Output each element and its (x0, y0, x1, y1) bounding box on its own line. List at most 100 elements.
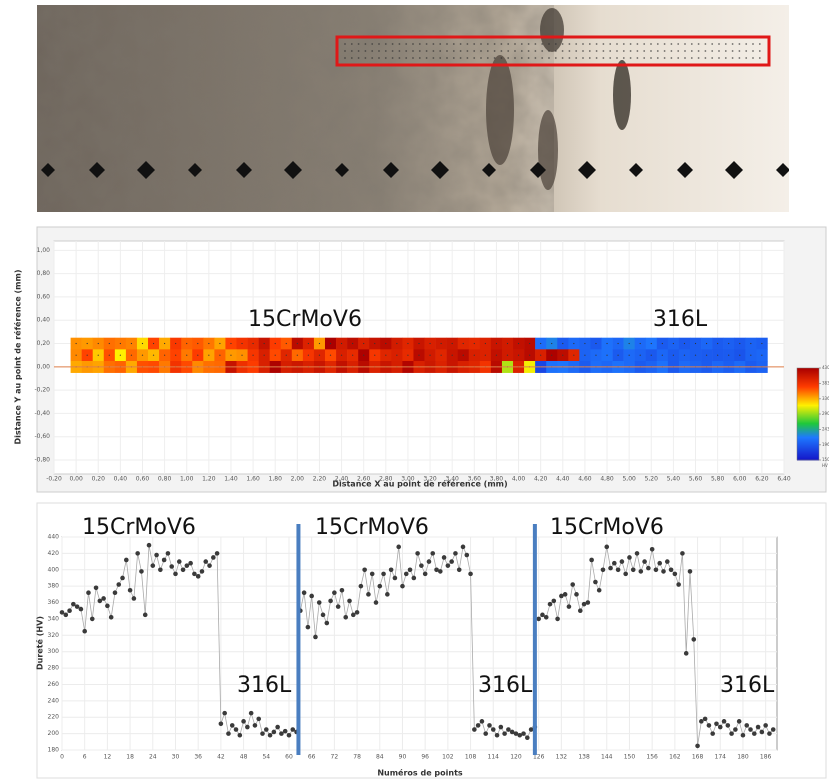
colorbar-segment (797, 390, 819, 393)
micro-indent (677, 50, 680, 52)
measure-point (761, 342, 763, 345)
line-plot-area (61, 536, 778, 751)
data-point (245, 724, 250, 730)
micro-indent (364, 57, 367, 59)
data-point (305, 624, 311, 630)
measure-point (318, 342, 321, 345)
measure-point (451, 342, 453, 345)
data-point (702, 716, 708, 722)
measure-point (418, 354, 420, 356)
data-point (328, 598, 333, 604)
micro-indent (514, 43, 516, 45)
data-point (490, 727, 496, 732)
micro-indent (486, 57, 489, 59)
micro-indent (636, 43, 639, 45)
micro-indent (561, 50, 564, 52)
colorbar-segment (797, 404, 819, 407)
micro-indent (745, 43, 748, 45)
measure-point (562, 354, 564, 356)
indent (383, 162, 399, 178)
micro-indent (588, 43, 591, 45)
micro-indent (384, 57, 387, 59)
micro-indent (582, 57, 584, 59)
data-point (733, 727, 738, 732)
measure-point (595, 354, 597, 356)
measure-point (396, 342, 398, 345)
micro-indent (568, 43, 571, 45)
data-point (199, 569, 205, 574)
measure-point (551, 342, 553, 345)
data-point (664, 559, 670, 564)
data-point (600, 567, 606, 573)
x-tick-label: 6,40 (777, 476, 791, 483)
x-tick-label: 4,80 (600, 476, 614, 483)
measure-point (717, 354, 719, 356)
measure-point (340, 342, 343, 345)
data-point (517, 732, 523, 738)
micro-indent (704, 50, 707, 52)
data-point (192, 571, 197, 577)
data-point (759, 729, 765, 735)
measure-point (429, 342, 431, 345)
measure-point (551, 354, 553, 356)
measure-point (440, 342, 442, 345)
data-point (290, 727, 296, 732)
micro-indent (391, 50, 394, 52)
colorbar-segment (797, 412, 819, 415)
data-point (260, 731, 265, 736)
data-point (108, 614, 114, 620)
micro-indent (405, 57, 408, 59)
micro-indent (439, 50, 442, 52)
micro-indent (473, 50, 476, 52)
data-point (381, 571, 386, 577)
measure-point (252, 354, 254, 356)
x-tick-label: 12 (104, 754, 112, 761)
data-point (218, 721, 224, 727)
micro-indent (446, 57, 448, 59)
data-point (116, 582, 122, 587)
data-point (770, 727, 776, 732)
data-point (638, 569, 644, 574)
measure-point (108, 354, 110, 356)
x-tick-label: 4,60 (578, 476, 592, 483)
micro-indent (425, 57, 428, 59)
data-point (612, 560, 617, 566)
micro-indent (724, 43, 727, 45)
photo-texture (37, 5, 507, 212)
photo-feature (613, 60, 631, 130)
micro-indent (548, 50, 550, 52)
data-point (699, 719, 704, 724)
measure-point (484, 342, 486, 345)
measure-point (584, 354, 586, 356)
micro-indent (629, 43, 632, 45)
data-point (343, 614, 349, 620)
x-tick-label: 3,60 (468, 476, 482, 483)
x-tick-label: 5,40 (667, 476, 681, 483)
annotation: 15CrMoV6 (550, 515, 664, 540)
measure-point (86, 354, 88, 356)
micro-indent (534, 50, 537, 52)
data-point (581, 601, 587, 607)
data-point (706, 723, 712, 728)
x-tick-label: 30 (172, 754, 180, 761)
measure-point (705, 342, 708, 345)
micro-indent (541, 57, 544, 59)
measure-point (75, 342, 77, 345)
measure-point (650, 342, 652, 345)
data-point (646, 565, 651, 571)
x-tick-label: 0,60 (136, 476, 150, 483)
colorbar-segment (797, 372, 819, 375)
data-point (241, 719, 246, 724)
colorbar-segment (797, 410, 819, 413)
y-tick-label: 340 (48, 615, 60, 622)
micro-indent (520, 43, 523, 45)
data-point (158, 567, 163, 573)
measure-point (628, 354, 630, 356)
micro-indent (554, 50, 557, 52)
measure-point (650, 354, 652, 356)
colorbar-tick-label: 243 (822, 426, 829, 431)
micro-indent (616, 57, 618, 59)
data-point (286, 732, 292, 738)
data-point (332, 590, 337, 596)
colorbar-segment (797, 424, 819, 427)
